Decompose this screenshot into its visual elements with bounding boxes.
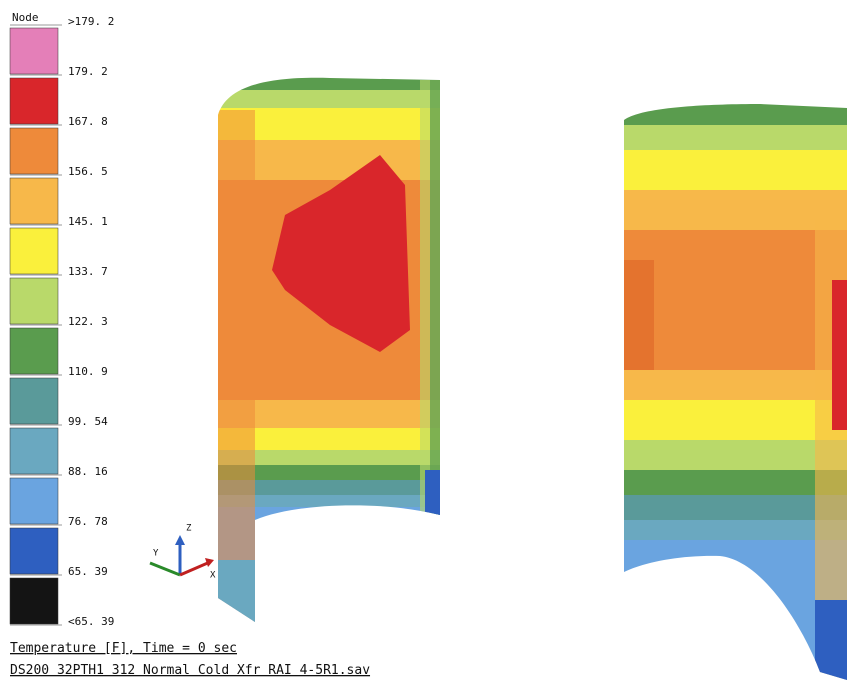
legend-label: 88. 16 [68,465,108,478]
legend-swatch [10,178,58,224]
legend-label: 110. 9 [68,365,108,378]
legend-swatch [10,378,58,424]
legend-label: 99. 54 [68,415,108,428]
legend-swatch [10,28,58,74]
legend-swatch [10,228,58,274]
legend-label: 65. 39 [68,565,108,578]
left-cylinder [210,70,450,630]
legend-swatch [10,528,58,574]
screenshot: Node >179. 2 179. 2 167. 8 156. 5 145. 1 133. … [0,0,847,680]
legend-swatch [10,578,58,624]
legend-label: 133. 7 [68,265,108,278]
legend-label: 122. 3 [68,315,108,328]
legend-swatch [10,278,58,324]
legend-label: >179. 2 [68,15,114,28]
axis-triad [150,535,214,575]
legend-label: 156. 5 [68,165,108,178]
triad-label: Z [186,524,192,534]
legend-swatch [10,328,58,374]
page: {"legend": {"title": "Node", "labels": [… [0,0,847,680]
legend-swatch [10,428,58,474]
legend-label: 145. 1 [68,215,108,228]
legend-label: <65. 39 [68,615,114,628]
right-cylinder [620,100,847,680]
triad-label: X [210,571,216,581]
legend-swatch [10,128,58,174]
legend-label: 167. 8 [68,115,108,128]
legend-label: 76. 78 [68,515,108,528]
footer-line: Temperature [F], Time = 0 sec [10,641,237,656]
legend-swatch [10,78,58,124]
legend-title: Node [12,11,39,24]
legend-label: 179. 2 [68,65,108,78]
legend-swatch [10,478,58,524]
footer-line: DS200 32PTH1 312 Normal Cold Xfr RAI 4-5… [10,663,370,678]
triad-label: Y [153,549,159,559]
